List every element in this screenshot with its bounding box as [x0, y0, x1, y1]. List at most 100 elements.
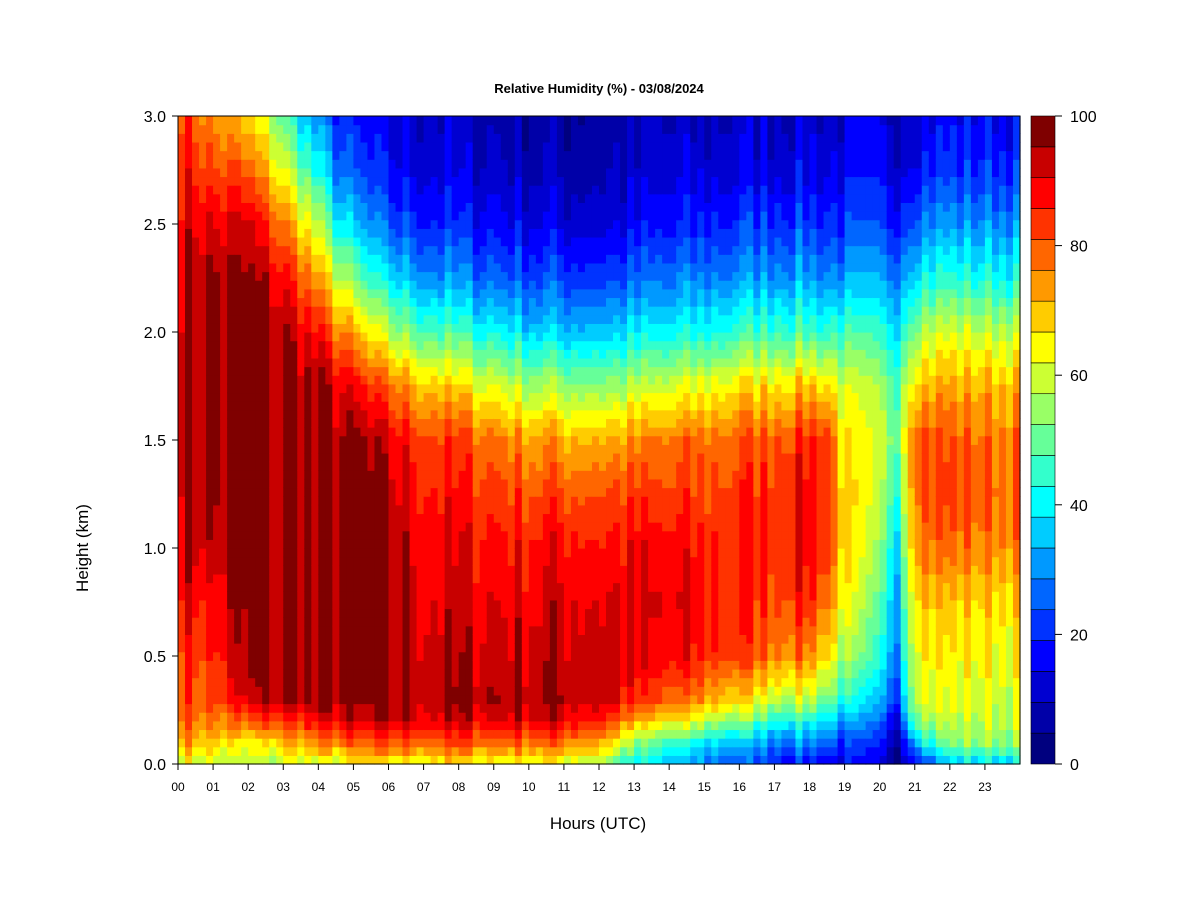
- heatmap-cell: [262, 746, 270, 756]
- heatmap-cell: [542, 444, 551, 454]
- heatmap-cell: [304, 288, 312, 299]
- heatmap-cell: [360, 677, 369, 687]
- heatmap-cell: [514, 211, 523, 221]
- heatmap-cell: [276, 513, 284, 523]
- heatmap-cell: [234, 314, 242, 324]
- heatmap-cell: [606, 435, 614, 445]
- heatmap-cell: [577, 487, 586, 497]
- heatmap-cell: [423, 703, 432, 713]
- heatmap-cell: [563, 280, 572, 290]
- heatmap-cell: [325, 116, 333, 126]
- heatmap-cell: [416, 677, 425, 687]
- heatmap-cell: [627, 470, 635, 480]
- heatmap-cell: [634, 625, 642, 635]
- heatmap-cell: [388, 444, 397, 454]
- heatmap-cell: [283, 375, 291, 385]
- heatmap-cell: [486, 513, 495, 523]
- heatmap-cell: [409, 513, 418, 523]
- heatmap-cell: [479, 211, 488, 221]
- heatmap-cell: [591, 254, 600, 264]
- heatmap-cell: [493, 478, 502, 489]
- heatmap-cell: [395, 409, 404, 419]
- heatmap-cell: [388, 478, 397, 489]
- heatmap-cell: [416, 435, 425, 445]
- heatmap-cell: [269, 280, 277, 290]
- heatmap-cell: [395, 573, 404, 584]
- heatmap-cell: [269, 185, 277, 195]
- heatmap-cell: [199, 124, 207, 134]
- heatmap-cell: [542, 427, 551, 437]
- heatmap-cell: [423, 193, 432, 203]
- heatmap-cell: [507, 332, 516, 342]
- heatmap-cell: [542, 383, 551, 394]
- heatmap-cell: [620, 262, 628, 273]
- heatmap-cell: [311, 582, 319, 592]
- heatmap-cell: [185, 677, 193, 687]
- heatmap-cell: [542, 504, 551, 515]
- heatmap-cell: [549, 504, 558, 515]
- heatmap-cell: [521, 409, 530, 419]
- heatmap-cell: [227, 435, 235, 445]
- heatmap-cell: [563, 375, 572, 385]
- heatmap-cell: [353, 444, 362, 454]
- heatmap-cell: [353, 703, 362, 713]
- heatmap-cell: [304, 228, 312, 238]
- heatmap-cell: [500, 193, 509, 203]
- heatmap-cell: [269, 254, 277, 264]
- heatmap-cell: [479, 608, 488, 618]
- heatmap-cell: [360, 599, 369, 610]
- heatmap-cell: [248, 452, 256, 463]
- heatmap-cell: [563, 392, 572, 402]
- heatmap-cell: [556, 332, 565, 342]
- heatmap-cell: [472, 245, 481, 255]
- heatmap-cell: [430, 625, 439, 635]
- heatmap-cell: [479, 202, 488, 212]
- heatmap-cell: [360, 591, 369, 601]
- heatmap-cell: [360, 340, 369, 350]
- heatmap-cell: [423, 556, 432, 566]
- heatmap-cell: [423, 409, 432, 419]
- heatmap-cell: [297, 530, 305, 540]
- heatmap-cell: [283, 712, 291, 722]
- heatmap-cell: [234, 228, 242, 238]
- heatmap-cell: [444, 651, 453, 661]
- heatmap-cell: [290, 651, 298, 661]
- heatmap-cell: [283, 617, 291, 627]
- heatmap-cell: [234, 513, 242, 523]
- heatmap-cell: [276, 565, 284, 575]
- heatmap-cell: [514, 470, 523, 480]
- heatmap-cell: [430, 245, 439, 255]
- heatmap-cell: [430, 565, 439, 575]
- heatmap-cell: [255, 401, 263, 411]
- heatmap-cell: [402, 539, 411, 549]
- heatmap-cell: [262, 409, 270, 419]
- heatmap-cell: [606, 548, 614, 558]
- heatmap-cell: [549, 513, 558, 523]
- heatmap-cell: [353, 262, 362, 273]
- heatmap-cell: [325, 712, 333, 722]
- heatmap-cell: [374, 401, 383, 411]
- heatmap-cell: [283, 565, 291, 575]
- heatmap-cell: [570, 219, 579, 229]
- heatmap-cell: [241, 556, 249, 566]
- heatmap-cell: [620, 280, 628, 290]
- heatmap-cell: [402, 452, 411, 463]
- heatmap-cell: [311, 228, 319, 238]
- heatmap-cell: [507, 349, 516, 359]
- heatmap-cell: [542, 703, 551, 713]
- heatmap-cell: [584, 452, 593, 463]
- heatmap-cell: [570, 522, 579, 532]
- heatmap-cell: [255, 306, 263, 316]
- heatmap-cell: [486, 651, 495, 661]
- heatmap-cell: [416, 522, 425, 532]
- heatmap-cell: [486, 193, 495, 203]
- heatmap-cell: [542, 314, 551, 324]
- heatmap-cell: [591, 167, 600, 178]
- heatmap-cell: [304, 660, 312, 670]
- heatmap-cell: [591, 444, 600, 454]
- heatmap-cell: [535, 159, 544, 169]
- heatmap-cell: [493, 150, 502, 160]
- heatmap-cell: [311, 703, 319, 713]
- heatmap-cell: [507, 375, 516, 385]
- heatmap-cell: [206, 478, 214, 489]
